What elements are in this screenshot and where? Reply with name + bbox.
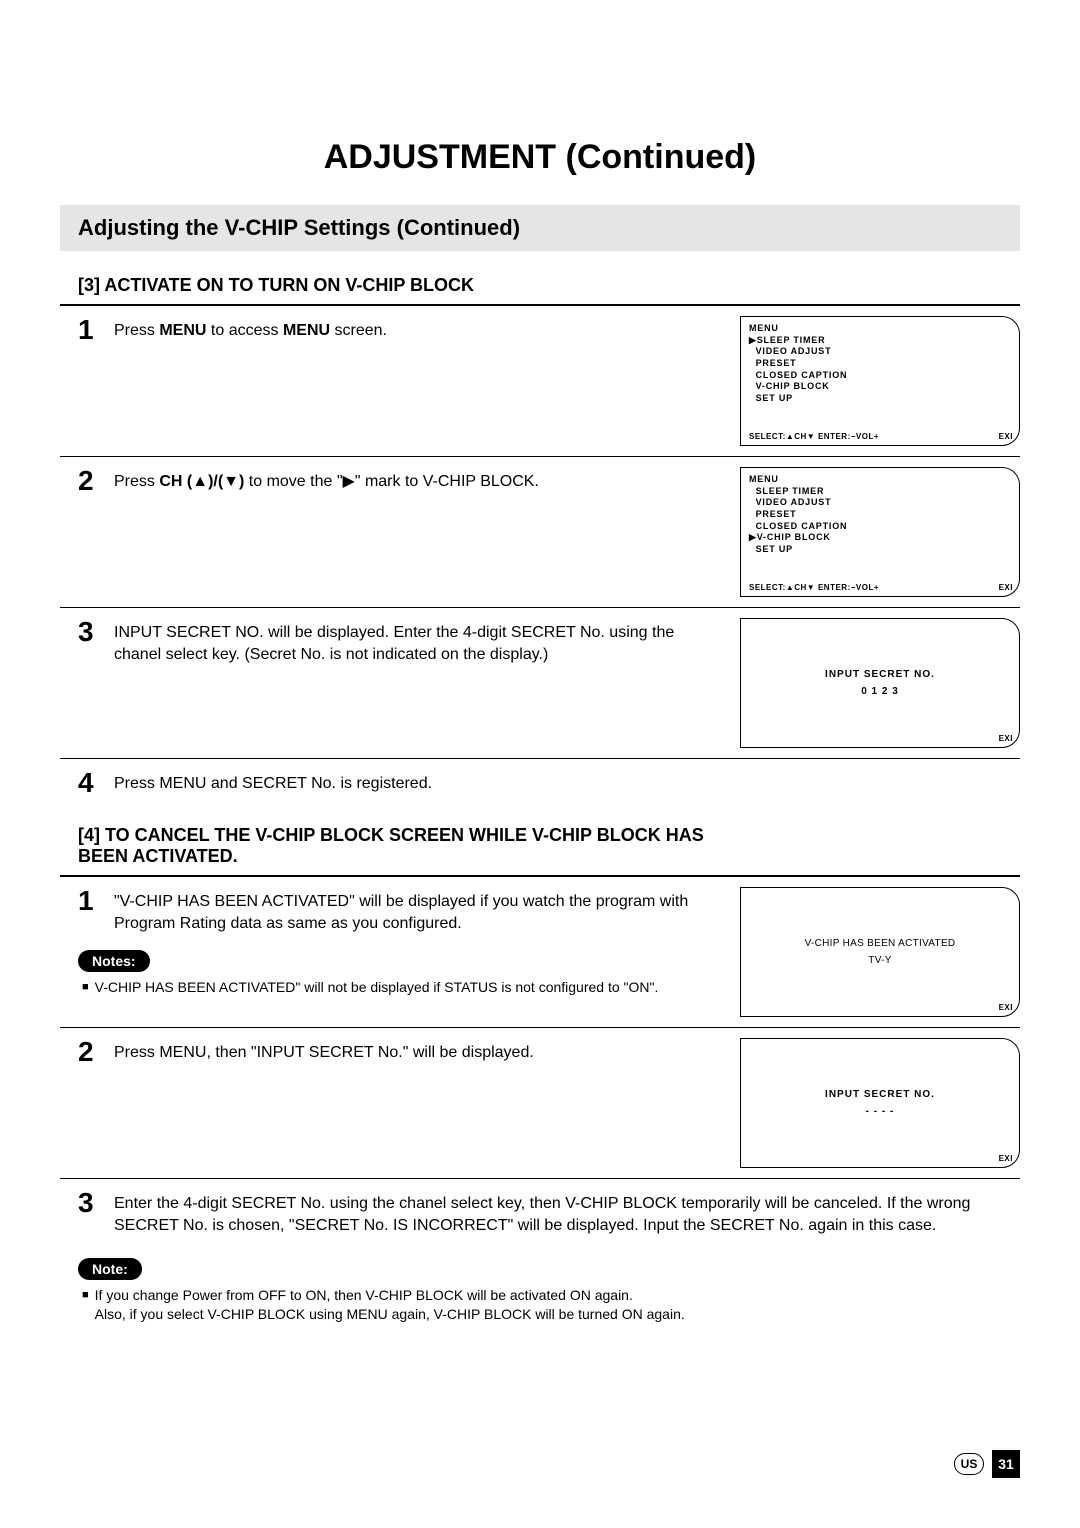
tv-screen-secret: INPUT SECRET NO. 0 1 2 3 EXI	[740, 618, 1020, 748]
section-header: Adjusting the V-CHIP Settings (Continued…	[60, 205, 1020, 251]
section3-title: [3] ACTIVATE ON TO TURN ON V-CHIP BLOCK	[78, 275, 1020, 296]
step-number: 2	[78, 1038, 102, 1066]
step-text: Press MENU to access MENU screen.	[114, 316, 720, 342]
bottom-note: Note: ■ If you change Power from OFF to …	[78, 1258, 1020, 1325]
section3-step2: 2 Press CH (▲)/(▼) to move the "▶" mark …	[60, 457, 1020, 608]
step-text: "V-CHIP HAS BEEN ACTIVATED" will be disp…	[114, 887, 730, 936]
step-number: 3	[78, 618, 102, 646]
section4-title: [4] TO CANCEL THE V-CHIP BLOCK SCREEN WH…	[78, 825, 740, 867]
section4-step2: 2 Press MENU, then "INPUT SECRET No." wi…	[60, 1028, 1020, 1179]
step-number: 3	[78, 1189, 102, 1217]
tv-screen-menu2: MENU SLEEP TIMER VIDEO ADJUST PRESET CLO…	[740, 467, 1020, 597]
step-number: 1	[78, 887, 102, 915]
step-number: 2	[78, 467, 102, 495]
step-number: 4	[78, 769, 102, 797]
step-text: Press MENU, then "INPUT SECRET No." will…	[114, 1038, 720, 1064]
step-text: Press MENU and SECRET No. is registered.	[114, 769, 1010, 795]
note-item: ■ If you change Power from OFF to ON, th…	[82, 1286, 1020, 1325]
step-text: Press CH (▲)/(▼) to move the "▶" mark to…	[114, 467, 720, 493]
page-title: ADJUSTMENT (Continued)	[60, 138, 1020, 177]
page-footer: US 31	[954, 1450, 1020, 1478]
tv-screen-secret2: INPUT SECRET NO. - - - - EXI	[740, 1038, 1020, 1168]
tv-screen-activated: V-CHIP HAS BEEN ACTIVATED TV-Y EXI	[740, 887, 1020, 1017]
section3-step3: 3 INPUT SECRET NO. will be displayed. En…	[60, 608, 1020, 759]
step-text: Enter the 4-digit SECRET No. using the c…	[114, 1189, 1010, 1238]
section4-step3: 3 Enter the 4-digit SECRET No. using the…	[60, 1179, 1020, 1248]
note-label: Note:	[78, 1258, 142, 1280]
tv-screen-menu1: MENU ▶SLEEP TIMER VIDEO ADJUST PRESET CL…	[740, 316, 1020, 446]
notes-label: Notes:	[78, 950, 150, 972]
step-text: INPUT SECRET NO. will be displayed. Ente…	[114, 618, 720, 667]
step-number: 1	[78, 316, 102, 344]
section4-step1: 1 "V-CHIP HAS BEEN ACTIVATED" will be di…	[60, 877, 1020, 1028]
note-item: ■ V-CHIP HAS BEEN ACTIVATED" will not be…	[82, 978, 730, 998]
section3-step1: 1 Press MENU to access MENU screen. MENU…	[60, 306, 1020, 457]
section3-step4: 4 Press MENU and SECRET No. is registere…	[60, 759, 1020, 807]
page-number: 31	[992, 1450, 1020, 1478]
region-badge: US	[954, 1453, 984, 1475]
